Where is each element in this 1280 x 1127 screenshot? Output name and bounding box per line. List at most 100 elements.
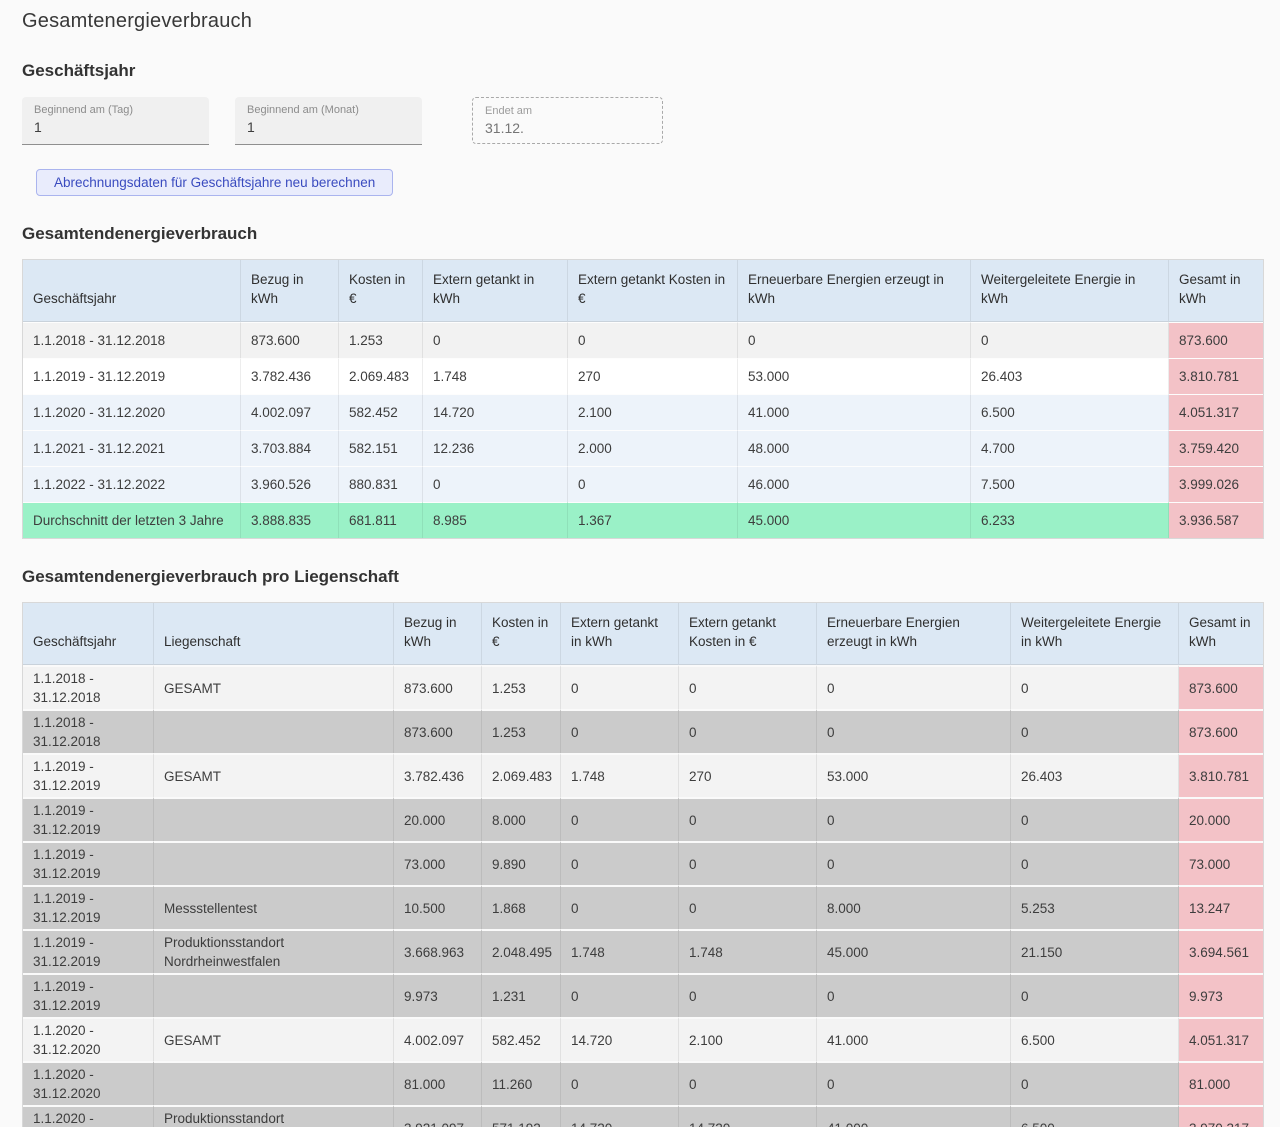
total-cell: 20.000 (1179, 797, 1263, 841)
value-cell: 0 (561, 841, 679, 885)
total-cell: 3.810.781 (1179, 753, 1263, 797)
value-cell: 3.888.835 (241, 502, 339, 538)
year-cell: 1.1.2020 - 31.12.2020 (23, 1105, 154, 1127)
year-cell: 1.1.2019 - 31.12.2019 (23, 797, 154, 841)
column-header: Weitergeleitete Energie in kWh (1011, 603, 1179, 665)
value-cell: 571.192 (482, 1105, 561, 1127)
value-cell: 0 (1011, 709, 1179, 753)
value-cell: 9.890 (482, 841, 561, 885)
table-row: 1.1.2019 - 31.12.2019 GESAMT 3.782.436 2.06… (23, 753, 1263, 797)
year-cell: 1.1.2019 - 31.12.2019 (23, 358, 241, 394)
value-cell: 0 (679, 973, 817, 1017)
value-cell: 0 (1011, 973, 1179, 1017)
value-cell: 0 (561, 1061, 679, 1105)
value-cell: 0 (679, 885, 817, 929)
table-row: 1.1.2020 - 31.12.2020 GESAMT 4.002.097 582.… (23, 1017, 1263, 1061)
property-consumption-table: Geschäftsjahr Liegenschaft Bezug in kWh Kos… (22, 602, 1264, 1127)
value-cell: 45.000 (738, 502, 971, 538)
value-cell: 0 (423, 466, 568, 502)
value-cell: 2.048.495 (482, 929, 561, 973)
property-cell (154, 797, 394, 841)
property-cell: GESAMT (154, 665, 394, 709)
column-header: Extern getankt Kosten in € (568, 260, 738, 322)
table-row: 1.1.2018 - 31.12.2018 GESAMT 873.600 1.253 0… (23, 665, 1263, 709)
value-cell: 8.985 (423, 502, 568, 538)
value-cell: 6.500 (1011, 1105, 1179, 1127)
column-header: Bezug in kWh (394, 603, 482, 665)
year-cell: 1.1.2018 - 31.12.2018 (23, 709, 154, 753)
fiscal-year-heading: Geschäftsjahr (22, 61, 136, 80)
table-row: Durchschnitt der letzten 3 Jahre 3.888.83… (23, 502, 1263, 538)
fiscal-year-section: Geschäftsjahr Beginnend am (Tag) 1 Begin… (22, 61, 1262, 196)
value-cell: 0 (971, 322, 1169, 358)
value-cell: 41.000 (817, 1017, 1011, 1061)
value-cell: 0 (817, 973, 1011, 1017)
column-header: Gesamt in kWh (1179, 603, 1263, 665)
value-cell: 2.069.483 (482, 753, 561, 797)
value-cell: 1.253 (482, 709, 561, 753)
year-cell: 1.1.2020 - 31.12.2020 (23, 1017, 154, 1061)
value-cell: 73.000 (394, 841, 482, 885)
value-cell: 0 (817, 841, 1011, 885)
value-cell: 2.100 (679, 1017, 817, 1061)
value-cell: 5.253 (1011, 885, 1179, 929)
table-row: 1.1.2018 - 31.12.2018 873.600 1.253 0 0 0 0 873… (23, 709, 1263, 753)
page-title: Gesamtenergieverbrauch (22, 10, 253, 32)
value-cell: 1.231 (482, 973, 561, 1017)
year-cell: 1.1.2021 - 31.12.2021 (23, 430, 241, 466)
value-cell: 2.100 (568, 394, 738, 430)
yearly-consumption-section: Gesamtendenergieverbrauch Geschäftsjahr B… (22, 224, 1264, 539)
value-cell: 2.000 (568, 430, 738, 466)
value-cell: 81.000 (394, 1061, 482, 1105)
start-month-field[interactable]: Beginnend am (Monat) 1 (235, 97, 422, 145)
column-header: Erneuerbare Energien erzeugt in kWh (817, 603, 1011, 665)
year-cell: 1.1.2018 - 31.12.2018 (23, 322, 241, 358)
value-cell: 3.668.963 (394, 929, 482, 973)
value-cell: 26.403 (971, 358, 1169, 394)
value-cell: 270 (679, 753, 817, 797)
value-cell: 3.921.097 (394, 1105, 482, 1127)
total-cell: 3.999.026 (1169, 466, 1263, 502)
year-cell: 1.1.2018 - 31.12.2018 (23, 665, 154, 709)
total-cell: 873.600 (1169, 322, 1263, 358)
value-cell: 2.069.483 (339, 358, 423, 394)
year-cell: Durchschnitt der letzten 3 Jahre (23, 502, 241, 538)
value-cell: 1.253 (482, 665, 561, 709)
column-header: Geschäftsjahr (23, 603, 154, 665)
start-day-field[interactable]: Beginnend am (Tag) 1 (22, 97, 209, 145)
value-cell: 0 (568, 466, 738, 502)
value-cell: 3.703.884 (241, 430, 339, 466)
value-cell: 873.600 (394, 665, 482, 709)
total-cell: 3.759.420 (1169, 430, 1263, 466)
value-cell: 1.748 (561, 753, 679, 797)
value-cell: 0 (738, 322, 971, 358)
yearly-consumption-heading: Gesamtendenergieverbrauch (22, 224, 258, 243)
value-cell: 4.002.097 (394, 1017, 482, 1061)
property-cell: GESAMT (154, 753, 394, 797)
value-cell: 7.500 (971, 466, 1169, 502)
recalculate-billing-button[interactable]: Abrechnungsdaten für Geschäftsjahre neu … (36, 169, 394, 196)
value-cell: 0 (817, 665, 1011, 709)
value-cell: 11.260 (482, 1061, 561, 1105)
value-cell: 0 (561, 885, 679, 929)
column-header: Extern getankt in kWh (423, 260, 568, 322)
value-cell: 0 (1011, 797, 1179, 841)
column-header: Kosten in € (339, 260, 423, 322)
property-cell: Produktionsstandort Nordrheinwestfalen (154, 929, 394, 973)
property-cell (154, 1061, 394, 1105)
column-header: Gesamt in kWh (1169, 260, 1263, 322)
yearly-consumption-table: Geschäftsjahr Bezug in kWh Kosten in € Exte… (22, 259, 1264, 539)
column-header: Weitergeleitete Energie in kWh (971, 260, 1169, 322)
total-cell: 4.051.317 (1179, 1017, 1263, 1061)
value-cell: 41.000 (817, 1105, 1011, 1127)
value-cell: 880.831 (339, 466, 423, 502)
start-month-value: 1 (247, 119, 255, 135)
value-cell: 53.000 (738, 358, 971, 394)
total-cell: 3.810.781 (1169, 358, 1263, 394)
end-date-field: Endet am 31.12. (472, 97, 663, 144)
column-header: Kosten in € (482, 603, 561, 665)
value-cell: 0 (561, 797, 679, 841)
start-day-label: Beginnend am (Tag) (34, 104, 134, 116)
value-cell: 0 (423, 322, 568, 358)
value-cell: 0 (679, 797, 817, 841)
